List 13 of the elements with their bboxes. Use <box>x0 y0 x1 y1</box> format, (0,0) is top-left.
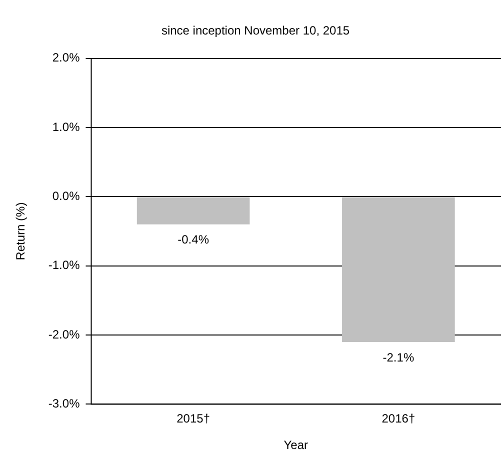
chart-title: since inception November 10, 2015 <box>161 24 350 38</box>
x-tick-label: 2015† <box>176 412 210 426</box>
x-axis-title: Year <box>284 438 308 452</box>
data-label: -2.1% <box>382 350 414 364</box>
y-axis-title: Return (%) <box>14 202 28 260</box>
y-tick-label: 0.0% <box>52 189 80 204</box>
y-tick-label: 1.0% <box>52 120 80 134</box>
y-tick-label: 2.0% <box>52 50 80 65</box>
x-tick-label: 2016† <box>382 412 416 426</box>
y-tick-label: -1.0% <box>48 258 80 272</box>
y-tick-label: -3.0% <box>48 396 80 411</box>
data-label: -0.4% <box>178 232 210 247</box>
y-tick-label: -2.0% <box>48 327 80 342</box>
